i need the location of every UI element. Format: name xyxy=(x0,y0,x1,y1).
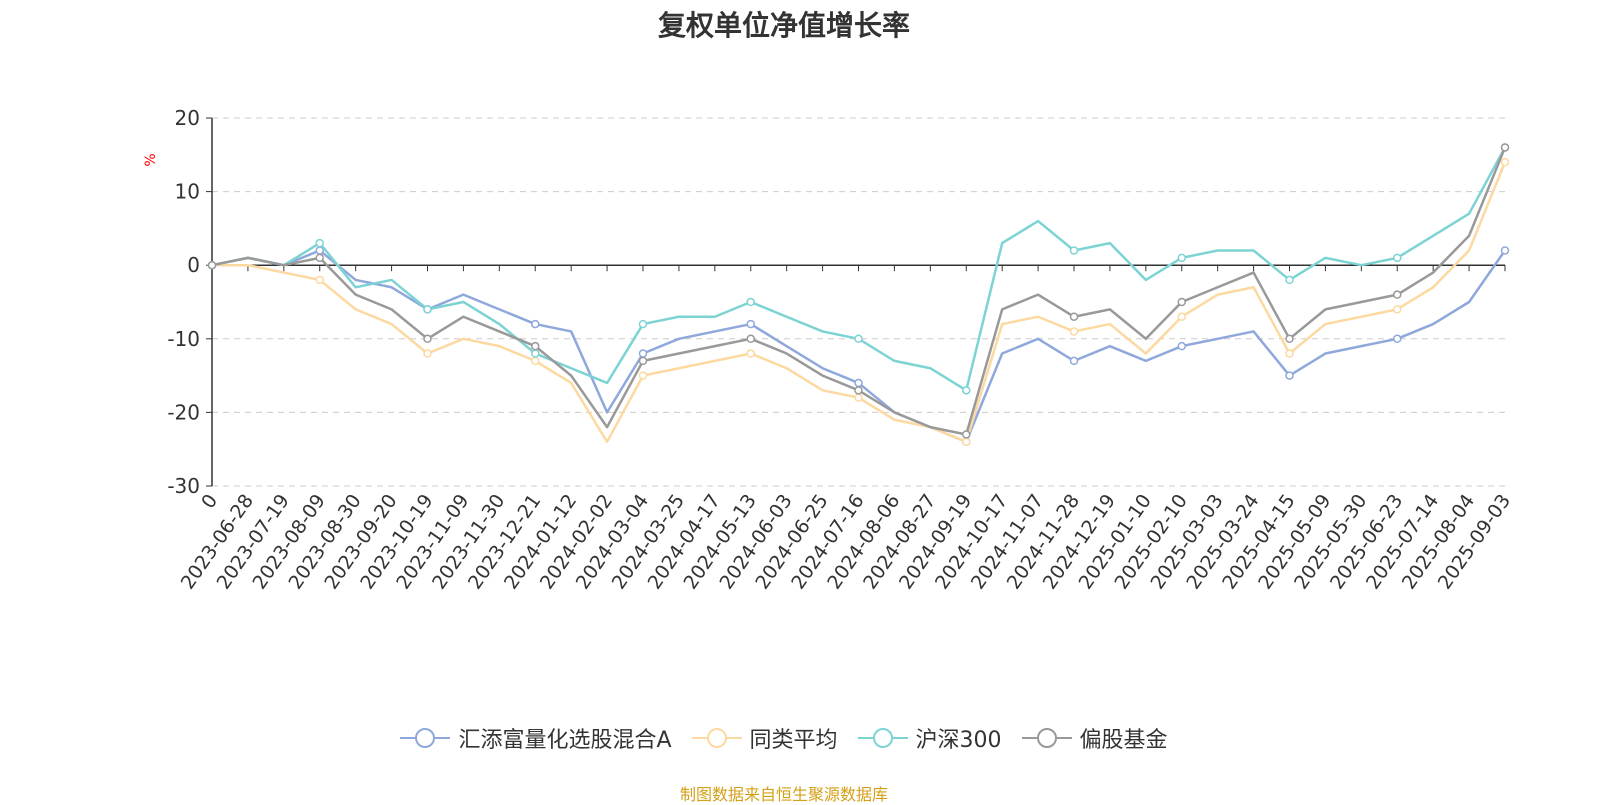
legend-marker-icon xyxy=(1021,728,1072,748)
data-point xyxy=(638,371,648,380)
data-point xyxy=(315,275,324,285)
data-point xyxy=(854,393,863,402)
legend-marker-icon xyxy=(691,728,742,748)
data-point xyxy=(1393,305,1402,314)
y-tick-label: 20 xyxy=(175,106,200,130)
data-point xyxy=(962,437,971,447)
data-point xyxy=(207,260,217,270)
data-point xyxy=(1285,275,1294,285)
data-point xyxy=(854,334,863,344)
data-point xyxy=(1069,327,1079,336)
data-point xyxy=(638,349,648,358)
data-point xyxy=(1285,349,1294,358)
data-point xyxy=(746,319,755,329)
data-point xyxy=(1177,253,1186,263)
legend-marker-icon xyxy=(400,728,451,748)
series-line-0 xyxy=(211,249,1507,444)
data-point xyxy=(531,356,540,366)
data-point xyxy=(1393,290,1402,299)
data-point xyxy=(1500,246,1510,255)
data-point xyxy=(962,386,971,395)
data-point xyxy=(854,386,863,395)
data-point xyxy=(1285,334,1294,344)
y-tick-label: -30 xyxy=(167,474,200,498)
y-tick-label: 0 xyxy=(187,253,200,277)
data-point xyxy=(315,238,324,248)
legend-item[interactable]: 偏股基金 xyxy=(1021,722,1168,754)
data-point xyxy=(1500,143,1510,152)
data-point xyxy=(423,349,432,358)
legend-label: 汇添富量化选股混合A xyxy=(458,728,672,753)
footer-source: 制图数据来自恒生聚源数据库 xyxy=(679,785,888,804)
y-tick-label: -20 xyxy=(167,400,200,424)
data-point xyxy=(423,334,432,344)
y-tick-label: -10 xyxy=(167,327,200,351)
data-point xyxy=(423,305,432,314)
data-point xyxy=(1069,246,1079,255)
data-point xyxy=(1393,334,1402,344)
data-point xyxy=(1500,157,1510,167)
legend-item[interactable]: 沪深300 xyxy=(857,722,1002,754)
legend-marker-icon xyxy=(857,728,908,748)
chart-title: 复权单位净值增长率 xyxy=(657,9,910,42)
legend: 汇添富量化选股混合A 同类平均 沪深300 偏股基金 xyxy=(0,722,1568,754)
axes: 20100-10-20-3002023-06-282023-07-192023-… xyxy=(167,106,1515,593)
data-point xyxy=(746,297,755,307)
data-point xyxy=(1069,356,1079,366)
y-axis-label: % xyxy=(143,153,159,166)
data-point xyxy=(1177,312,1186,321)
x-tick-label: 0 xyxy=(197,490,222,513)
data-point xyxy=(1177,341,1186,351)
data-point xyxy=(531,319,540,329)
legend-label: 偏股基金 xyxy=(1079,728,1168,753)
data-point xyxy=(531,341,540,351)
data-point xyxy=(746,334,755,344)
data-point xyxy=(315,253,324,263)
data-point xyxy=(638,356,648,366)
data-point xyxy=(1069,312,1079,321)
data-point xyxy=(746,349,755,358)
grid-lines xyxy=(212,117,1505,487)
legend-item[interactable]: 同类平均 xyxy=(691,722,838,754)
data-point xyxy=(638,319,648,329)
data-point xyxy=(962,430,971,439)
data-point xyxy=(531,349,540,358)
y-tick-label: 10 xyxy=(175,180,200,204)
data-point xyxy=(854,378,863,388)
data-point xyxy=(1285,371,1294,380)
legend-label: 同类平均 xyxy=(749,728,838,753)
data-point xyxy=(1177,297,1186,307)
legend-label: 沪深300 xyxy=(915,728,1002,753)
legend-item[interactable]: 汇添富量化选股混合A xyxy=(400,722,672,754)
series-lines xyxy=(207,143,1510,447)
data-point xyxy=(1393,253,1402,263)
